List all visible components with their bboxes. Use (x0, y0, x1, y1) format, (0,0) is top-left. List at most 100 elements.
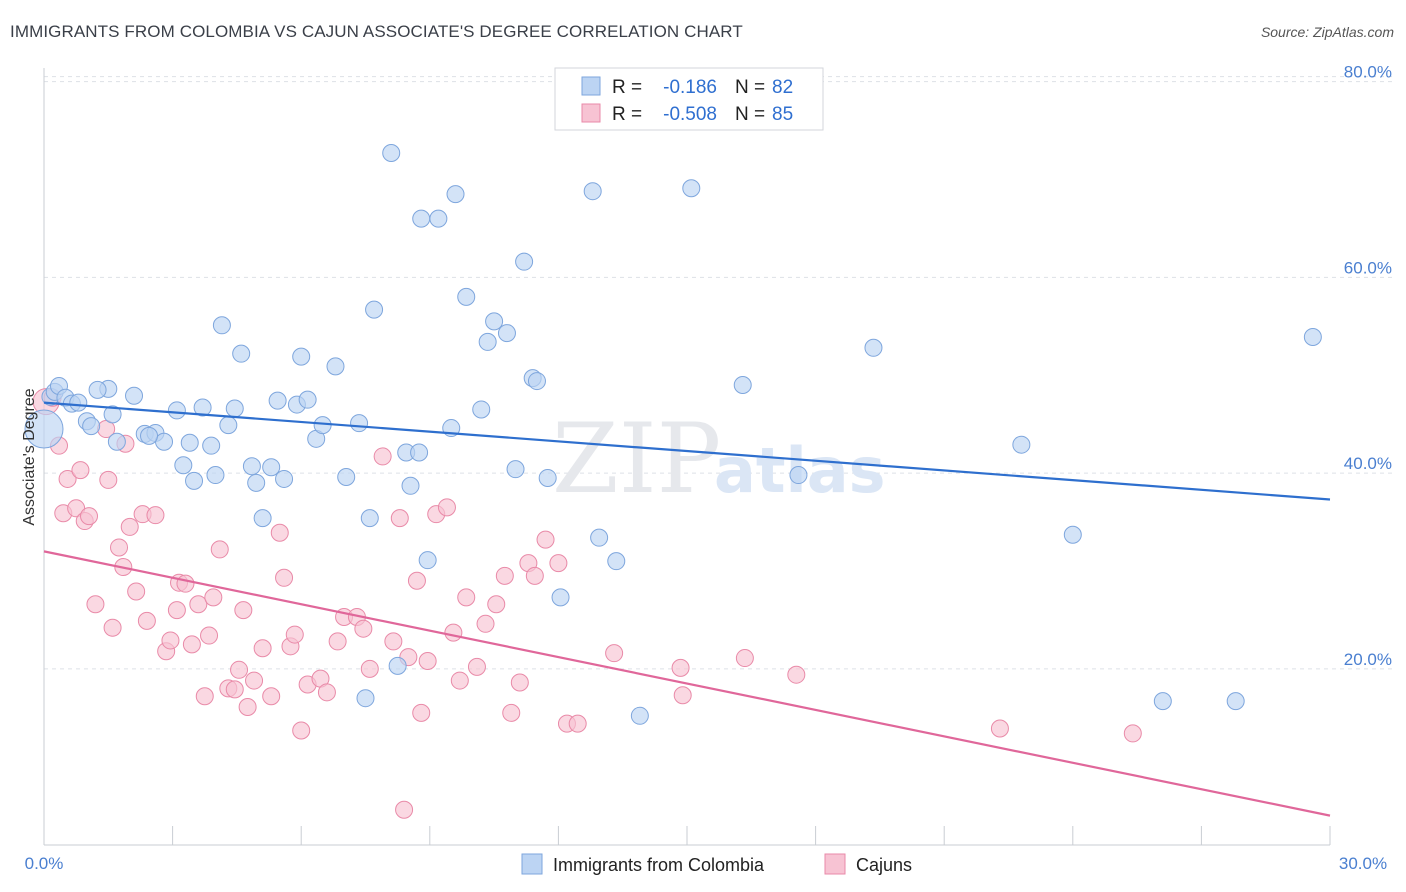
colombia-point (1303, 328, 1322, 347)
colombia-point (326, 357, 345, 376)
colombia-point (212, 316, 231, 335)
y-tick-label: 80.0% (1344, 63, 1392, 82)
cajun-point (80, 507, 99, 526)
colombia-point (1226, 692, 1245, 711)
colombia-point (69, 393, 88, 412)
x-axis-ticks (43, 826, 1331, 845)
colombia-point (232, 344, 251, 363)
cajun-point (292, 721, 311, 740)
chart-source: Source: ZipAtlas.com (1260, 24, 1394, 40)
cajun-point (204, 588, 223, 607)
colombia-point (206, 466, 225, 485)
colombia-point (140, 426, 159, 445)
cajun-point (487, 595, 506, 614)
trend-line-colombia (43, 401, 1331, 501)
cajun-point (234, 601, 253, 620)
legend-r-label-colombia: R = (612, 77, 642, 98)
cajun-point (71, 461, 90, 480)
colombia-point (174, 456, 193, 475)
colombia-point (219, 416, 238, 435)
cajun-point (510, 673, 529, 692)
cajun-point (253, 639, 272, 658)
legend-swatch-cajuns (581, 103, 601, 123)
colombia-point (356, 689, 375, 708)
cajun-point (360, 659, 379, 678)
colombia-point (515, 252, 534, 271)
legend-r-value-cajuns: -0.508 (663, 104, 717, 125)
x-tick-label-max: 30.0% (1339, 854, 1387, 873)
colombia-point (607, 552, 626, 571)
colombia-point (337, 467, 356, 486)
colombia-point (410, 443, 429, 462)
cajun-point (735, 649, 754, 668)
colombia-point (193, 398, 212, 417)
legend-n-value-colombia: 82 (772, 77, 793, 98)
cajun-point (245, 671, 264, 690)
colombia-point (262, 458, 281, 477)
colombia-point (24, 409, 64, 449)
cajun-point (457, 588, 476, 607)
cajun-point (328, 632, 347, 651)
colombia-point (180, 433, 199, 452)
cajun-point (86, 595, 105, 614)
x-tick-label-min: 0.0% (25, 854, 64, 873)
chart-title: IMMIGRANTS FROM COLOMBIA VS CAJUN ASSOCI… (10, 22, 743, 41)
bottom-legend-label-colombia: Immigrants from Colombia (553, 855, 765, 875)
colombia-points (24, 144, 1322, 725)
cajun-point (137, 611, 156, 630)
cajun-point (549, 554, 568, 573)
cajun-point (182, 635, 201, 654)
cajun-point (418, 651, 437, 670)
colombia-point (292, 347, 311, 366)
colombia-point (457, 287, 476, 306)
cajun-point (444, 623, 463, 642)
legend-n-label-colombia: N = (735, 77, 765, 98)
cajun-point (437, 498, 456, 517)
cajun-point (525, 566, 544, 585)
colombia-point (298, 390, 317, 409)
cajun-point (99, 470, 118, 489)
colombia-point (242, 457, 261, 476)
cajun-point (270, 523, 289, 542)
colombia-point (202, 436, 221, 455)
cajun-point (373, 447, 392, 466)
colombia-point (590, 528, 609, 547)
y-tick-labels: 20.0% 40.0% 60.0% 80.0% (1344, 63, 1392, 669)
cajun-point (110, 538, 129, 557)
gridlines (44, 76, 1392, 670)
cajun-point (407, 571, 426, 590)
colombia-point (167, 401, 186, 420)
trend-lines (43, 401, 1331, 817)
cajun-point (390, 509, 409, 528)
legend-n-label-cajuns: N = (735, 104, 765, 125)
cajun-point (412, 703, 431, 722)
cajun-point (395, 800, 414, 819)
colombia-point (1153, 692, 1172, 711)
colombia-point (268, 391, 287, 410)
colombia-point (583, 182, 602, 201)
colombia-point (365, 300, 384, 319)
y-tick-label: 40.0% (1344, 454, 1392, 473)
cajun-point (230, 660, 249, 679)
colombia-point (1063, 525, 1082, 544)
cajun-point (317, 683, 336, 702)
colombia-point (88, 380, 107, 399)
colombia-point (125, 386, 144, 405)
cajun-point (120, 517, 139, 536)
cajun-point (285, 625, 304, 644)
colombia-point (527, 372, 546, 391)
cajun-point (476, 614, 495, 633)
colombia-point (789, 466, 808, 485)
legend-r-value-colombia: -0.186 (663, 77, 717, 98)
cajun-point (103, 618, 122, 637)
bottom-legend-swatch-colombia (521, 853, 543, 875)
colombia-point (538, 468, 557, 487)
colombia-point (360, 509, 379, 528)
cajun-point (536, 530, 555, 549)
trend-line-cajuns (43, 550, 1331, 817)
colombia-point (682, 179, 701, 198)
cajun-point (495, 566, 514, 585)
colombia-point (107, 432, 126, 451)
y-axis-label: Associate's Degree (21, 388, 38, 525)
cajun-point (200, 626, 219, 645)
